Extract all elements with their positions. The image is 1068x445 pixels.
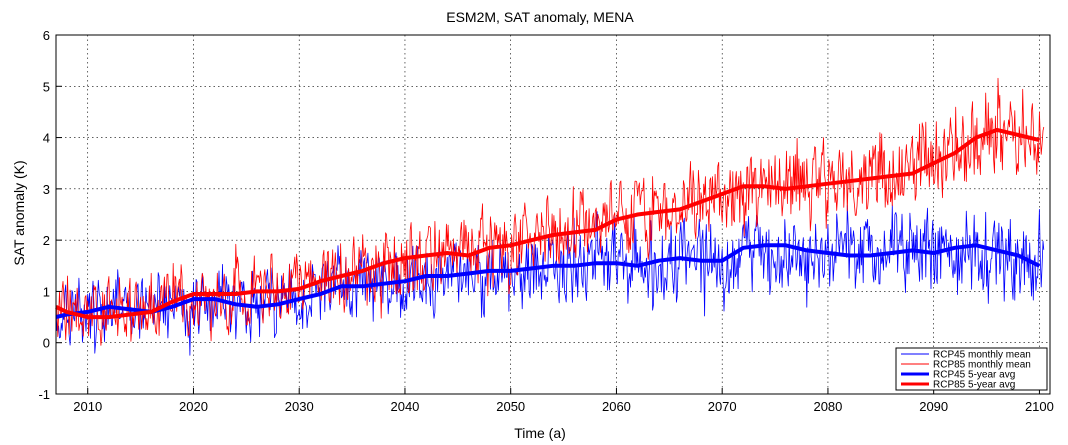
series-rcp45-monthly-mean (55, 204, 1045, 356)
legend-entry: RCP85 5-year avg (933, 380, 1015, 391)
series-lines (55, 77, 1045, 356)
x-tick-label: 2090 (919, 399, 948, 414)
y-axis-label: SAT anomaly (K) (11, 160, 27, 265)
plot-frame (55, 34, 1051, 395)
legend-entry: RCP45 5-year avg (933, 370, 1015, 381)
series-rcp45-5-year-avg (55, 243, 1041, 320)
x-tick-label: 2040 (390, 399, 419, 414)
y-tick-label: 5 (43, 79, 50, 94)
axis-ticks: 2010 2020 2030 2040 2050 2060 2070 2080 2090 2100… (38, 28, 1053, 414)
x-tick-label: 2030 (285, 399, 314, 414)
x-tick-label: 2010 (73, 399, 102, 414)
y-tick-label: 2 (43, 233, 50, 248)
legend-entry: RCP85 monthly mean (933, 360, 1031, 371)
x-tick-label: 2070 (708, 399, 737, 414)
x-tick-label: 2060 (602, 399, 631, 414)
chart-title: ESM2M, SAT anomaly, MENA (446, 9, 634, 25)
y-tick-label: 3 (43, 182, 50, 197)
x-tick-label: 2050 (496, 399, 525, 414)
grid (56, 34, 1050, 395)
x-tick-label: 2100 (1025, 399, 1054, 414)
x-tick-label: 2080 (813, 399, 842, 414)
series-rcp85-5-year-avg (55, 127, 1040, 320)
y-tick-label: 6 (43, 28, 50, 43)
x-tick-label: 2020 (179, 399, 208, 414)
y-tick-label: 0 (43, 336, 50, 351)
x-axis-label: Time (a) (514, 425, 566, 441)
y-tick-label: 4 (43, 131, 50, 146)
series-rcp85-monthly-mean (55, 77, 1045, 346)
legend-entry: RCP45 monthly mean (933, 350, 1031, 361)
y-tick-label: 1 (43, 284, 50, 299)
y-tick-label: -1 (38, 387, 50, 402)
